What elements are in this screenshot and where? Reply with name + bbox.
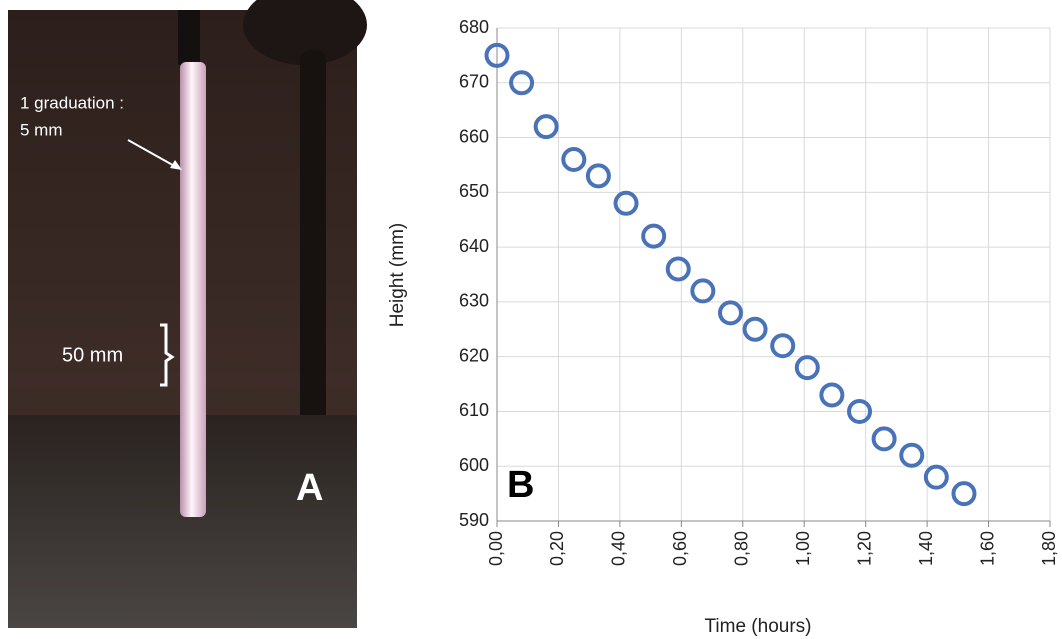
point <box>561 146 587 172</box>
point <box>665 256 691 282</box>
rod <box>180 62 206 517</box>
arrow-head <box>170 160 182 170</box>
point <box>533 114 559 140</box>
y-tick-label: 680 <box>459 17 489 37</box>
x-axis-title: Time (hours) <box>705 616 812 637</box>
bracket <box>160 323 175 387</box>
point <box>613 190 639 216</box>
x-tick-label: 0,20 <box>547 531 567 566</box>
panel-label: A <box>296 467 323 509</box>
cable <box>300 50 326 470</box>
dark-object <box>243 0 367 65</box>
x-tick-label: 1,40 <box>916 531 936 566</box>
point <box>770 333 796 359</box>
x-tick-label: 1,00 <box>793 531 813 566</box>
x-tick-label: 0,00 <box>486 531 506 566</box>
chart: B Time (hours) Height (mm) 590 600 610 620 6… <box>387 17 1059 637</box>
point <box>509 70 535 96</box>
point <box>951 481 977 507</box>
point <box>742 316 768 342</box>
y-tick-label: 600 <box>459 455 489 475</box>
point <box>641 223 667 249</box>
point <box>585 163 611 189</box>
y-tick-label: 630 <box>459 291 489 311</box>
y-tick-label: 610 <box>459 400 489 420</box>
arrow <box>127 139 179 169</box>
point <box>871 426 897 452</box>
point <box>794 355 820 381</box>
point <box>819 382 845 408</box>
y-tick-label: 670 <box>459 72 489 92</box>
annotation: 5 mm <box>20 120 63 139</box>
y-tick-label: 620 <box>459 345 489 365</box>
x-tick-label: 0,40 <box>609 531 629 566</box>
y-tick-label: 640 <box>459 236 489 256</box>
y-tick-label: 590 <box>459 510 489 530</box>
annotation: 1 graduation : <box>20 93 124 112</box>
rod-top <box>178 10 200 65</box>
scale-label: 50 mm <box>62 344 123 366</box>
x-tick-label: 0,60 <box>670 531 690 566</box>
y-tick-label: 660 <box>459 126 489 146</box>
point <box>484 42 510 68</box>
point <box>690 278 716 304</box>
point <box>717 300 743 326</box>
point <box>847 398 873 424</box>
x-tick-label: 1,60 <box>977 531 997 566</box>
panel-label: B <box>507 464 534 506</box>
x-tick-label: 1,20 <box>854 531 874 566</box>
y-axis-title: Height (mm) <box>387 223 408 328</box>
x-tick-label: 0,80 <box>732 531 752 566</box>
point <box>899 442 925 468</box>
photo-panel: 1 graduation : 5 mm 50 mm A <box>8 0 367 628</box>
point <box>923 464 949 490</box>
y-tick-label: 650 <box>459 181 489 201</box>
x-tick-label: 1,80 <box>1039 531 1059 566</box>
